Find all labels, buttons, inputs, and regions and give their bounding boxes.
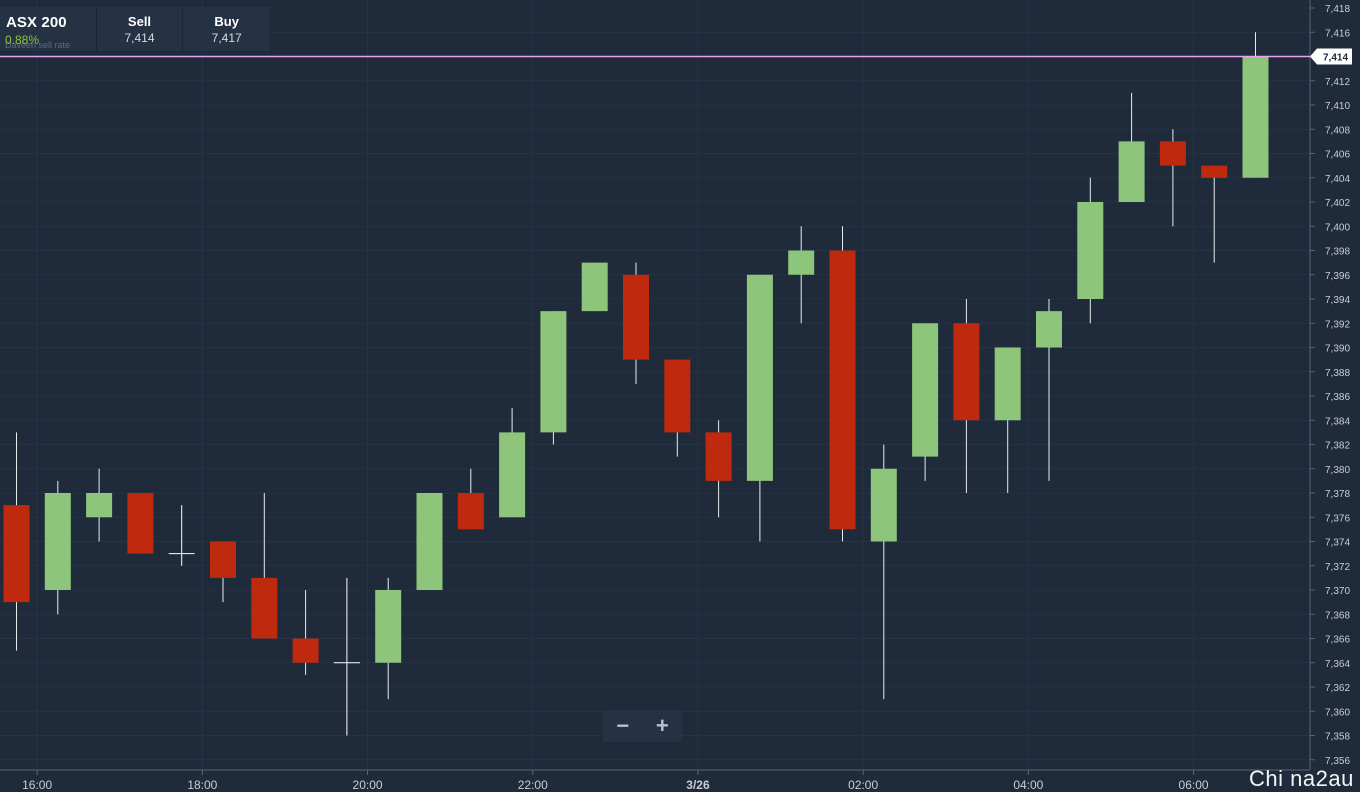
candle-body [251,577,278,639]
buy-label: Buy [214,14,239,29]
candle-body [1242,56,1269,178]
y-tick-label: 7,382 [1325,441,1350,452]
candle-body [1201,165,1228,178]
y-tick-label: 7,398 [1325,247,1350,258]
y-tick-label: 7,364 [1325,659,1350,670]
x-tick-label: 20:00 [353,778,383,791]
y-tick-label: 7,366 [1325,635,1350,646]
y-tick-label: 7,390 [1325,344,1350,355]
candle-body [1159,141,1186,166]
candle-body [540,311,567,433]
y-tick-label: 7,410 [1325,101,1350,112]
instrument-info-panel: ASX 200 Daveen sell rate 0.88% Sell 7,41… [0,7,270,51]
y-tick-label: 7,372 [1325,562,1350,573]
zoom-in-button[interactable]: + [655,713,669,738]
candle-body [457,493,484,530]
y-tick-label: 7,370 [1325,586,1350,597]
candle-body [3,505,30,603]
y-tick-label: 7,400 [1325,222,1350,233]
candle-body [1118,141,1145,202]
sell-value: 7,414 [124,31,155,45]
y-tick-label: 7,376 [1325,513,1350,524]
zoom-out-button[interactable]: − [616,713,630,738]
y-tick-label: 7,402 [1325,198,1350,209]
candle-body [746,274,773,481]
sell-button[interactable]: Sell 7,414 [97,7,184,51]
candle-body [44,493,71,590]
y-tick-label: 7,408 [1325,125,1350,136]
y-tick-label: 7,392 [1325,319,1350,330]
y-tick-label: 7,384 [1325,416,1350,427]
candle-body [86,493,113,518]
candle-body [953,323,980,421]
candle-body [1077,202,1104,299]
candle-body [292,638,319,663]
candle-body [1036,311,1062,348]
candle-body [623,274,649,360]
x-tick-label: 18:00 [187,778,217,791]
candle-body [788,250,815,275]
buy-value: 7,417 [211,31,242,45]
y-tick-label: 7,368 [1325,610,1350,621]
candle-body [499,432,526,518]
instrument-name: ASX 200 [6,14,67,31]
candle-body [994,347,1021,421]
y-tick-label: 7,380 [1325,465,1350,476]
candle-body [912,323,939,457]
candle-body [664,359,691,433]
y-tick-label: 7,416 [1325,28,1350,39]
y-tick-label: 7,374 [1325,538,1350,549]
y-tick-label: 7,362 [1325,683,1350,694]
watermark: Chi na2au [1249,766,1354,791]
candle-body [210,541,236,578]
candle-body [581,262,608,312]
y-tick-label: 7,404 [1325,174,1350,185]
x-tick-label: 3/26 [686,778,710,791]
zoom-controls: − + [603,710,682,742]
sell-label: Sell [127,14,152,29]
current-price-tag [1310,48,1352,65]
x-tick-label: 04:00 [1013,778,1043,791]
candle-body [870,468,897,542]
instrument-cell[interactable]: ASX 200 Daveen sell rate 0.88% [0,7,97,51]
y-tick-label: 7,396 [1325,271,1350,282]
y-tick-label: 7,388 [1325,368,1350,379]
candle-body [127,493,154,554]
x-tick-label: 22:00 [518,778,548,791]
y-tick-label: 7,358 [1325,732,1350,743]
current-price-label: 7,414 [1323,53,1348,64]
x-tick-label: 02:00 [848,778,878,791]
rate-note: Daveen sell rate [5,40,71,50]
buy-button[interactable]: Buy 7,417 [183,7,270,51]
y-tick-label: 7,360 [1325,707,1350,718]
candle-body [829,250,856,530]
instrument-change: 0.88% [5,33,40,47]
candle-body [705,432,732,481]
y-tick-label: 7,418 [1325,4,1350,15]
y-tick-label: 7,406 [1325,150,1350,161]
y-tick-label: 7,412 [1325,77,1350,88]
y-tick-label: 7,386 [1325,392,1350,403]
y-tick-label: 7,378 [1325,489,1350,500]
y-tick-label: 7,394 [1325,295,1350,306]
x-tick-label: 16:00 [22,778,52,791]
x-tick-label: 06:00 [1179,778,1209,791]
candle-body [416,493,443,590]
y-tick-label: 7,356 [1325,756,1350,767]
candle-body [375,590,402,663]
